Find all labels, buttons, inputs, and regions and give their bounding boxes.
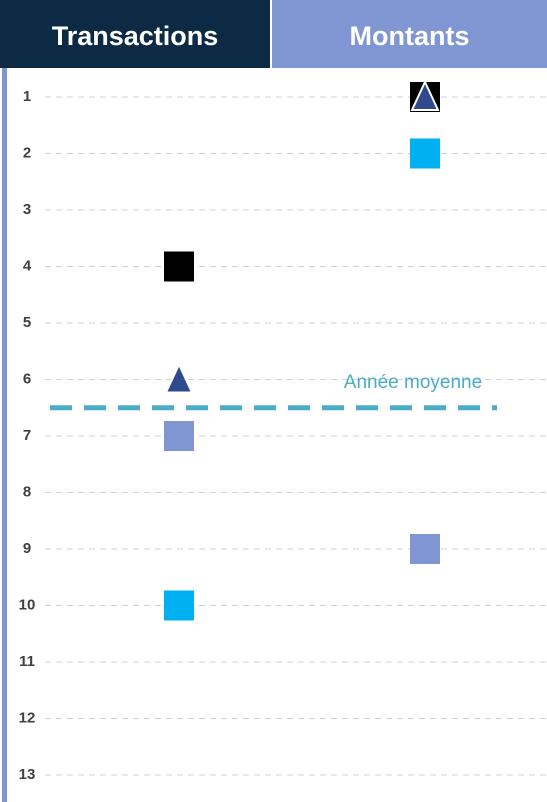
column-header-label: Montants [350,21,470,51]
y-tick-label: 9 [23,540,31,557]
square-marker [164,251,194,282]
y-tick-label: 2 [23,144,31,161]
y-tick-label: 1 [23,88,31,105]
left-rule [2,68,7,802]
square-marker [164,590,194,621]
column-header [0,0,270,68]
y-tick-label: 13 [19,766,36,783]
y-tick-label: 7 [23,427,31,444]
y-tick-label: 4 [23,257,32,274]
y-tick-label: 11 [19,653,35,670]
y-tick-label: 6 [23,370,31,387]
square-marker [164,421,194,451]
triangle-marker [410,79,440,111]
y-tick-label: 10 [19,596,36,613]
column-header-label: Transactions [52,21,219,51]
square-marker [410,138,440,169]
y-tick-label: 8 [23,483,31,500]
average-label: Année moyenne [344,372,482,393]
triangle-marker [164,362,194,394]
y-tick-label: 12 [19,709,36,726]
column-header [272,0,547,68]
y-tick-label: 3 [23,201,31,218]
square-marker [410,534,440,564]
y-tick-label: 5 [23,314,31,331]
